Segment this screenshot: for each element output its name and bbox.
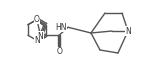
Text: O: O <box>34 15 40 24</box>
Text: N: N <box>34 36 40 45</box>
Text: HN: HN <box>56 23 67 32</box>
Text: N: N <box>125 27 131 35</box>
Text: O: O <box>56 47 62 56</box>
Text: N: N <box>38 32 43 41</box>
